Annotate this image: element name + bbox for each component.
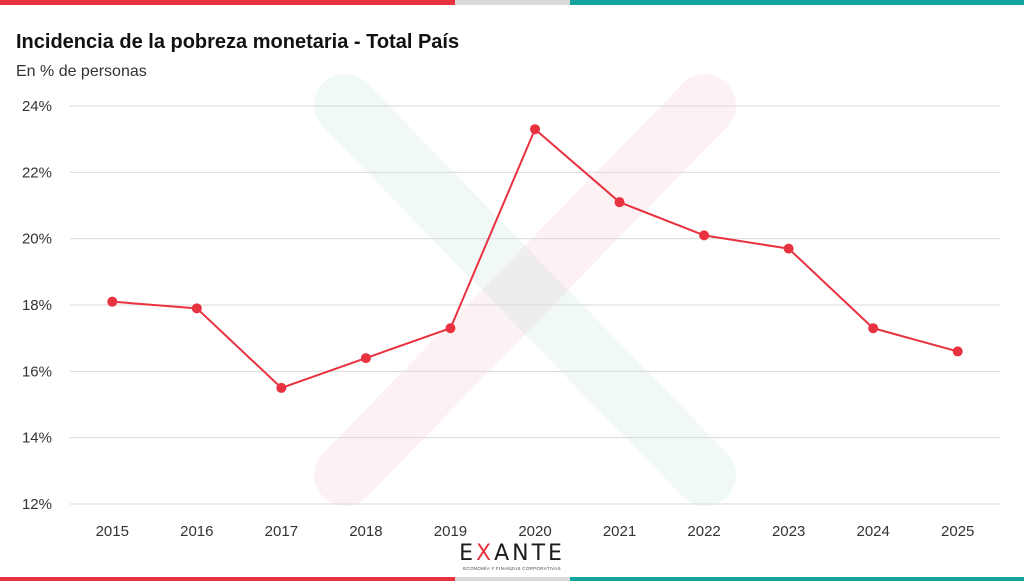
exante-logo: EXANTE ECONOMÍA Y FINANZAS CORPORATIVAS bbox=[412, 541, 612, 572]
logo-tagline: ECONOMÍA Y FINANZAS CORPORATIVAS bbox=[463, 566, 561, 571]
chart-subtitle: En % de personas bbox=[16, 63, 147, 80]
x-tick-label: 2017 bbox=[265, 523, 298, 540]
watermark-stroke-green bbox=[314, 74, 736, 506]
x-tick-label: 2018 bbox=[349, 523, 382, 540]
top-bar-grey-segment bbox=[455, 0, 570, 5]
data-point-2021 bbox=[614, 197, 625, 208]
data-point-2015 bbox=[107, 296, 118, 307]
bottom-bar-grey-segment bbox=[455, 577, 570, 581]
y-tick-label: 18% bbox=[22, 297, 52, 314]
y-tick-label: 22% bbox=[22, 164, 52, 181]
x-tick-label: 2024 bbox=[856, 523, 889, 540]
top-bar-teal-segment bbox=[570, 0, 1024, 5]
series-group bbox=[107, 124, 963, 393]
x-tick-label: 2016 bbox=[180, 523, 213, 540]
x-tick-label: 2022 bbox=[687, 523, 720, 540]
data-point-2018 bbox=[360, 353, 371, 364]
x-tick-label: 2015 bbox=[96, 523, 129, 540]
top-color-bar bbox=[0, 0, 1024, 5]
bottom-bar-red-segment bbox=[0, 577, 455, 581]
y-tick-label: 14% bbox=[22, 430, 52, 447]
data-point-2024 bbox=[868, 323, 879, 334]
data-point-2020 bbox=[530, 124, 540, 135]
x-tick-label: 2019 bbox=[434, 523, 467, 540]
y-tick-label: 20% bbox=[22, 231, 52, 248]
y-tick-label: 16% bbox=[22, 363, 52, 380]
chart-title: Incidencia de la pobreza monetaria - Tot… bbox=[16, 31, 460, 53]
x-tick-label: 2023 bbox=[772, 523, 805, 540]
data-point-2019 bbox=[445, 323, 456, 334]
top-bar-red-segment bbox=[0, 0, 455, 5]
x-axis-ticks: 2015 2016 2017 2018 2019 2020 2021 2022 2023 2024… bbox=[96, 523, 975, 540]
x-tick-label: 2025 bbox=[941, 523, 974, 540]
bottom-bar-teal-segment bbox=[570, 577, 1024, 581]
data-point-2025 bbox=[952, 346, 963, 357]
x-tick-label: 2021 bbox=[603, 523, 636, 540]
y-tick-label: 24% bbox=[22, 98, 52, 115]
data-point-2022 bbox=[699, 230, 710, 241]
logo-wordmark: EXANTE bbox=[459, 541, 565, 566]
x-tick-label: 2020 bbox=[518, 523, 551, 540]
y-axis-ticks: 12% 14% 16% 18% 20% 22% 24% bbox=[22, 98, 52, 513]
watermark-x-logo bbox=[314, 74, 736, 506]
data-point-2016 bbox=[191, 303, 202, 314]
bottom-color-bar bbox=[0, 577, 1024, 581]
gridlines bbox=[70, 105, 1000, 505]
data-point-2023 bbox=[783, 243, 794, 254]
watermark-stroke-red bbox=[314, 74, 736, 506]
data-point-2017 bbox=[276, 382, 287, 393]
y-tick-label: 12% bbox=[22, 496, 52, 513]
